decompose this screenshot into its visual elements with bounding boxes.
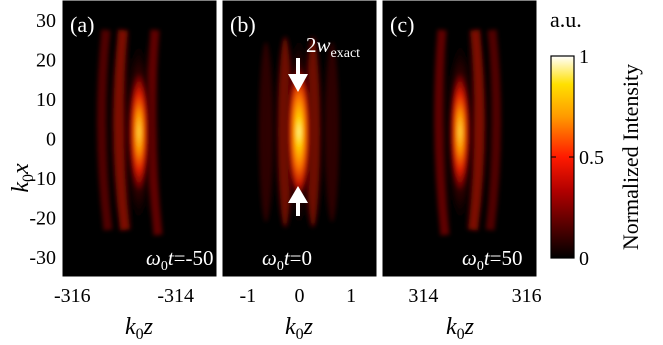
x-tick-label: 1	[346, 285, 356, 307]
arrow-up-icon	[288, 186, 308, 216]
y-tick-label: -10	[29, 168, 56, 190]
y-axis-label: k0x	[8, 163, 37, 193]
panel-a: (a) ω0t=-50 -316 -314	[54, 0, 218, 307]
panel-b-x-axis-label: k0z	[285, 314, 314, 343]
width-annotation: 2wexact	[306, 33, 360, 61]
panel-a-label: (a)	[70, 12, 94, 37]
panel-c-x-axis-label: k0z	[446, 314, 475, 343]
colorbar-tick-label: 1	[579, 46, 589, 68]
panel-c: (c) ω0t=50 314 316	[381, 0, 542, 307]
panel-b: (b) 2wexact ω0t=0 -1 0 1	[221, 0, 378, 307]
panel-c-time-label: ω0t=50	[462, 246, 523, 274]
panel-c-heatmap	[432, 29, 502, 236]
y-tick-labels: 30 20 10 0 -10 -20 -30	[29, 10, 56, 269]
y-tick-label: 30	[36, 10, 56, 32]
panel-c-label: (c)	[390, 12, 414, 37]
x-tick-label: -314	[157, 285, 194, 307]
panel-a-time-label: ω0t=-50	[146, 246, 214, 274]
y-tick-label: 0	[46, 129, 56, 151]
panel-b-label: (b)	[230, 12, 256, 37]
colorbar: a.u. 10.50 Normalized Intensity	[550, 7, 643, 270]
y-tick-label: 10	[36, 89, 56, 111]
colorbar-tick-label: 0	[579, 248, 589, 270]
panel-c-x-ticks: 314 316	[408, 285, 541, 307]
colorbar-unit: a.u.	[550, 7, 582, 32]
colorbar-tick-label: 0.5	[579, 147, 604, 169]
arrow-down-icon	[288, 58, 308, 92]
y-tick-label: -30	[29, 247, 56, 269]
x-tick-label: -1	[239, 285, 256, 307]
x-tick-label: -316	[54, 285, 91, 307]
panel-a-x-axis-label: k0z	[125, 314, 154, 343]
colorbar-ticks: 10.50	[551, 46, 604, 270]
x-tick-label: 314	[408, 285, 438, 307]
panel-b-x-ticks: -1 0 1	[239, 285, 356, 307]
x-tick-label: 0	[295, 285, 305, 307]
panel-a-x-ticks: -316 -314	[54, 285, 194, 307]
x-tick-label: 316	[512, 285, 542, 307]
y-axis: k0x 30 20 10 0 -10 -20 -30	[8, 10, 56, 269]
panel-b-time-label: ω0t=0	[262, 246, 312, 274]
colorbar-label: Normalized Intensity	[618, 64, 643, 250]
y-tick-label: 20	[36, 49, 56, 71]
y-tick-label: -20	[29, 208, 56, 230]
panel-a-heatmap	[96, 29, 166, 236]
